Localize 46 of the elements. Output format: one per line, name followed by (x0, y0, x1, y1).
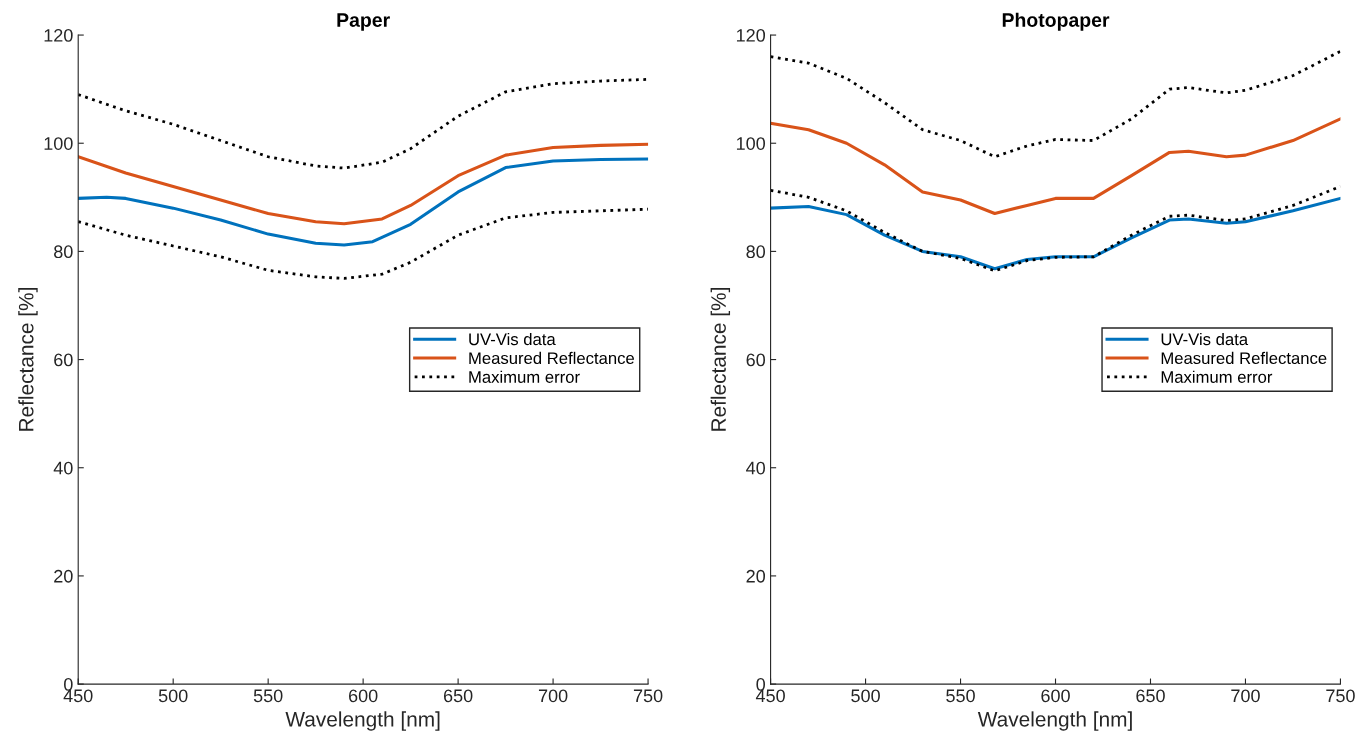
y-tick-label: 20 (746, 569, 766, 583)
line-series (770, 117, 1341, 216)
y-tick-label: 80 (54, 245, 73, 259)
y-tick-label: 40 (53, 461, 73, 475)
line-series (78, 207, 649, 280)
x-tick-label: 500 (158, 689, 188, 703)
y-tick-label: 0 (756, 678, 766, 691)
line-series (78, 157, 649, 247)
y-tick-label: 120 (736, 29, 766, 42)
legend-label: Measured Reflectance (1161, 351, 1327, 365)
line-series (78, 78, 649, 170)
x-tick-label: 650 (1136, 689, 1165, 703)
x-axis-title: Wavelength [nm] (977, 711, 1132, 731)
legend-label: Maximum error (469, 370, 580, 383)
y-tick-label: 40 (746, 461, 766, 475)
y-tick-label: 80 (746, 245, 766, 259)
y-axis-title: Reflectance [%] (710, 288, 731, 431)
legend-label: Maximum error (1161, 370, 1273, 383)
line-series (770, 49, 1341, 159)
x-tick-label: 550 (253, 689, 283, 703)
x-tick-label: 750 (1326, 689, 1355, 703)
x-tick-label: 450 (755, 689, 785, 703)
y-axis-title: Reflectance [%] (18, 288, 38, 431)
y-tick-label: 100 (736, 137, 766, 150)
x-tick-label: 450 (63, 689, 93, 703)
legend-label: UV-Vis data (1161, 332, 1249, 346)
x-axis-title: Wavelength [nm] (285, 711, 440, 731)
line-series (78, 142, 649, 226)
legend-label: Measured Reflectance (469, 351, 634, 365)
y-tick-label: 60 (746, 353, 766, 367)
x-tick-label: 600 (348, 689, 378, 703)
chart-title: Paper (337, 13, 390, 31)
x-tick-label: 700 (538, 689, 568, 703)
y-tick-label: 20 (54, 569, 73, 583)
x-tick-label: 600 (1041, 689, 1070, 703)
x-tick-label: 650 (443, 689, 473, 703)
y-tick-label: 120 (44, 29, 73, 42)
x-tick-label: 500 (851, 689, 880, 703)
legend-label: UV-Vis data (469, 332, 556, 346)
y-tick-label: 60 (54, 353, 73, 367)
x-tick-label: 750 (633, 689, 663, 703)
x-tick-label: 700 (1231, 689, 1260, 703)
y-tick-label: 100 (44, 137, 73, 150)
x-tick-label: 550 (946, 689, 975, 703)
y-tick-label: 0 (64, 678, 73, 691)
chart-title: Photopaper (1002, 12, 1110, 31)
